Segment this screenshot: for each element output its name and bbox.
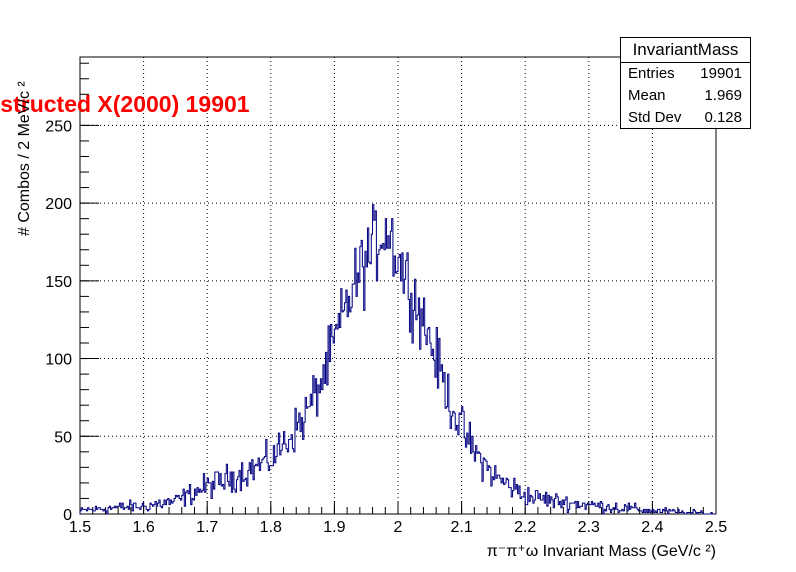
histogram-line [79,204,716,515]
stats-box: InvariantMass Entries 19901 Mean 1.969 S… [620,37,751,129]
std-value: 0.128 [704,109,742,126]
entries-label: Entries [628,65,675,82]
axis-ticks [79,62,717,515]
chart-title: Reconstructed X(2000) 19901 [0,91,250,117]
x-tick-label: 1.5 [69,519,91,536]
stats-row-std: Std Dev 0.128 [621,107,750,129]
x-tick-label: 2.1 [450,519,472,536]
x-tick-label: 2.4 [641,519,663,536]
x-tick-label: 2.3 [578,519,600,536]
mean-label: Mean [628,87,666,104]
y-tick-label: 150 [45,274,72,291]
y-axis-label: # Combos / 2 MeV/c ² [16,81,33,236]
x-tick-label: 1.6 [132,519,154,536]
y-tick-label: 200 [45,196,72,213]
x-tick-label: 1.9 [323,519,345,536]
x-tick-label: 1.7 [196,519,218,536]
x-tick-label: 2 [394,519,403,536]
x-tick-label: 2.2 [514,519,536,536]
mean-value: 1.969 [704,87,742,104]
stats-row-mean: Mean 1.969 [621,85,750,107]
y-tick-label: 0 [63,507,72,524]
y-tick-labels: 0 50 100 150 200 250 [45,118,72,524]
y-tick-label: 250 [45,118,72,135]
grid-lines [80,57,716,514]
std-label: Std Dev [628,109,682,126]
y-tick-label: 100 [45,352,72,369]
stats-row-entries: Entries 19901 [621,63,750,85]
x-tick-label: 1.8 [260,519,282,536]
x-tick-labels: 1.5 1.6 1.7 1.8 1.9 2 2.1 2.2 2.3 2.4 2.5 [69,519,727,536]
entries-value: 19901 [700,65,742,82]
x-axis-label: π⁻π⁺ω Invariant Mass (GeV/c ²) [487,543,716,560]
stats-title: InvariantMass [621,38,750,63]
y-tick-label: 50 [54,429,72,446]
x-tick-label: 2.5 [705,519,727,536]
